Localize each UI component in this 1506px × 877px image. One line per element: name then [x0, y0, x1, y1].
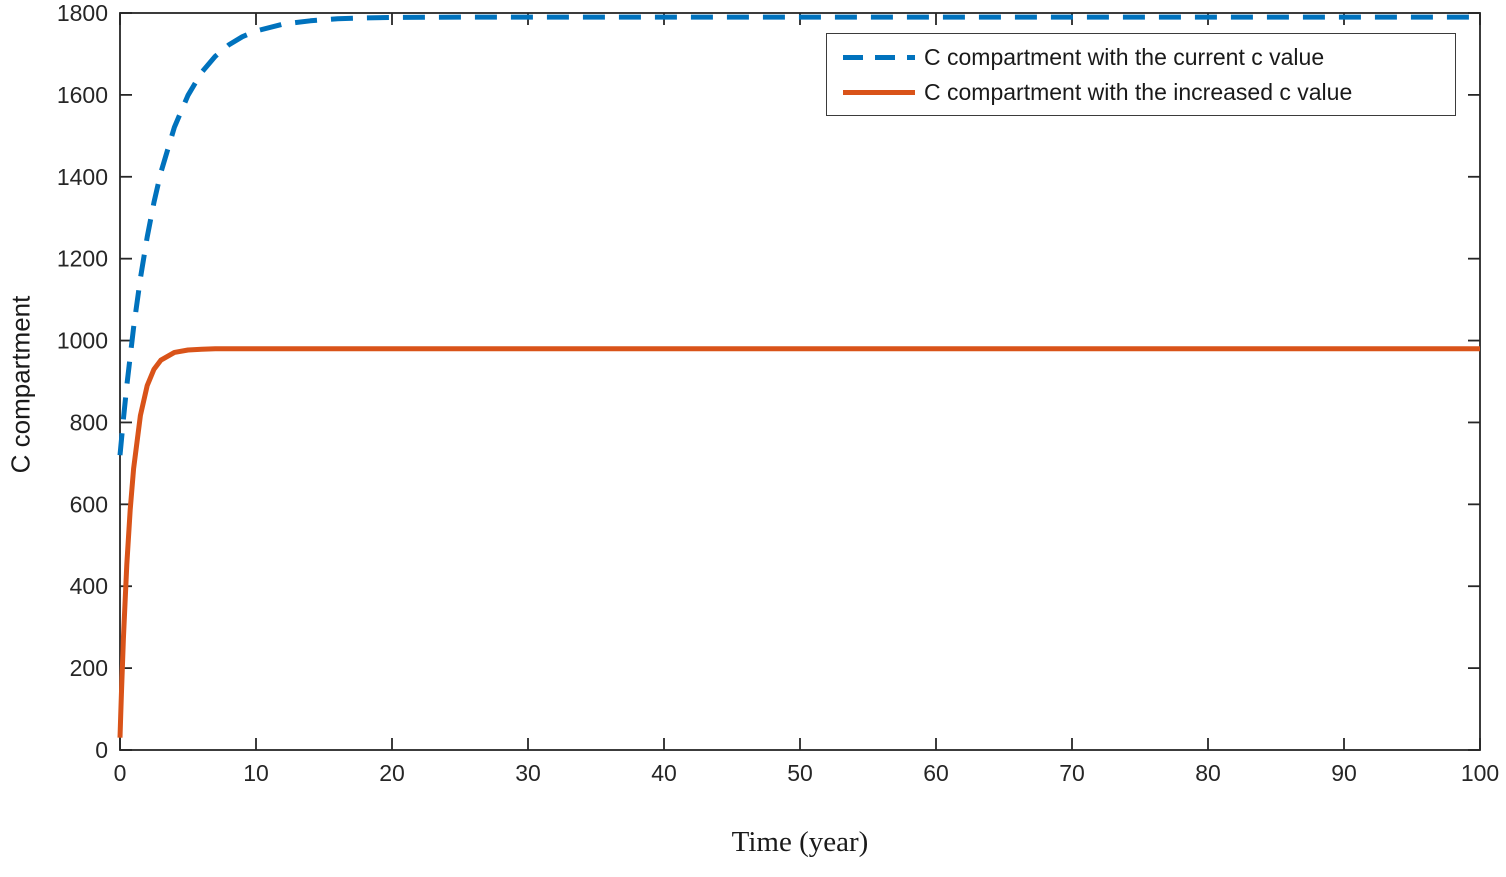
y-tick-label: 0	[95, 737, 108, 763]
x-tick-label: 20	[379, 760, 405, 786]
y-tick-label: 1600	[57, 82, 108, 108]
series-line-1	[117, 346, 1480, 738]
series-line-0	[117, 14, 1480, 456]
y-tick-label: 1800	[57, 0, 108, 26]
x-tick-label: 30	[515, 760, 541, 786]
x-ticks: 0 10 20 30 40 50 60 70 80 90 100	[114, 13, 1499, 786]
x-tick-label: 50	[787, 760, 813, 786]
legend-label-current: C compartment with the current c value	[924, 44, 1325, 70]
y-ticks: 0 200 400 600 800 1000 1200 1400 1600 1800	[57, 0, 1480, 763]
y-axis-label: C compartment	[5, 295, 36, 474]
legend-label-increased: C compartment with the increased c value	[924, 79, 1353, 105]
x-tick-label: 60	[923, 760, 949, 786]
x-tick-label: 10	[243, 760, 269, 786]
y-tick-label: 800	[70, 409, 108, 435]
x-axis-label: Time (year)	[731, 826, 869, 858]
legend-item-increased[interactable]: C compartment with the increased c value	[843, 80, 1455, 104]
y-tick-label: 200	[70, 655, 108, 681]
axes-box	[119, 12, 1481, 751]
legend-line-sample-dashed-icon	[843, 54, 915, 60]
legend-item-current[interactable]: C compartment with the current c value	[843, 45, 1455, 69]
y-tick-label: 1000	[57, 328, 108, 354]
x-tick-label: 70	[1059, 760, 1085, 786]
x-tick-label: 80	[1195, 760, 1221, 786]
y-tick-label: 1400	[57, 164, 108, 190]
legend[interactable]: C compartment with the current c value C…	[826, 33, 1456, 116]
y-tick-label: 600	[70, 491, 108, 517]
x-tick-label: 40	[651, 760, 677, 786]
y-tick-label: 1200	[57, 246, 108, 272]
legend-line-sample-solid-icon	[843, 89, 915, 95]
x-tick-label: 0	[114, 760, 127, 786]
y-tick-label: 400	[70, 573, 108, 599]
x-tick-label: 90	[1331, 760, 1357, 786]
x-tick-label: 100	[1461, 760, 1499, 786]
